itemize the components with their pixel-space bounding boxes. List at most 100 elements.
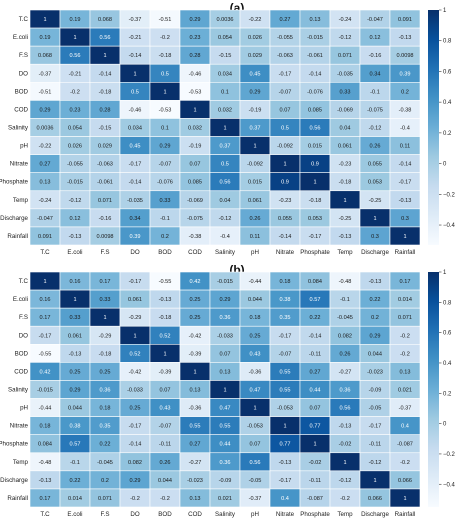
cell-value-label: -0.36 [189,406,202,412]
cell-value-label: -0.035 [337,71,353,77]
cell-value-label: -0.14 [399,162,412,168]
x-tick-label: Temp [337,511,353,518]
cell-value-label: -0.48 [339,279,352,285]
cell-value-label: 0.57 [310,297,321,303]
y-tick-label: F.S [19,314,28,321]
cell-value-label: 0.082 [338,333,352,339]
y-tick-label: Phosphate [0,179,29,186]
cell-value-label: 0.029 [248,53,262,59]
cell-value-label: 0.42 [190,279,201,285]
cell-value-label: 0.19 [40,35,51,41]
cell-value-label: 0.36 [340,388,351,394]
cell-value-label: 1 [133,71,136,77]
cell-value-label: 1 [253,144,256,150]
cell-value-label: -0.15 [219,53,232,59]
y-tick-label: Discharge [0,477,28,484]
y-tick-label: Rainfall [7,495,28,502]
colorbar-tick-label: 0 [443,422,447,428]
cell-value-label: 0.9 [311,162,319,168]
x-tick-label: T.C [40,249,50,256]
cell-value-label: -0.14 [129,53,142,59]
cell-value-label: -0.11 [309,478,321,484]
cell-value-label: -0.17 [279,71,292,77]
cell-value-label: 0.5 [131,89,139,95]
cell-value-label: 0.044 [158,478,172,484]
cell-value-label: 0.26 [250,216,261,222]
cell-value-label: 0.4 [281,496,289,502]
colorbar-tick-label: 0.6 [443,69,452,75]
cell-value-label: 0.015 [308,144,322,150]
cell-value-label: -0.1 [160,216,170,222]
cell-value-label: 0.17 [100,279,111,285]
x-tick-label: COD [188,511,202,518]
cell-value-label: 0.25 [190,315,201,321]
cell-value-label: 0.3 [401,216,409,222]
cell-value-label: 0.18 [100,406,111,412]
cell-value-label: -0.19 [249,107,262,113]
cell-value-label: 0.2 [371,315,379,321]
cell-value-label: 0.0036 [36,126,53,132]
cell-value-label: -0.2 [400,351,410,357]
cell-value-label: 0.13 [310,17,321,23]
x-tick-label: DO [130,249,139,256]
cell-value-label: 0.04 [220,198,231,204]
cell-value-label: 0.053 [368,180,382,186]
cell-value-label: -0.18 [339,180,352,186]
y-tick-label: E.coli [13,296,28,303]
cell-value-label: -0.38 [399,107,412,113]
cell-value-label: -0.12 [339,478,352,484]
cell-value-label: 0.1 [221,89,229,95]
cell-value-label: 0.44 [220,442,231,448]
heatmap-panel-a: (a)1 0.19 0.068 -0.37 -0.51 0.29 0.0036 -0.22 0.… [0,1,456,256]
x-tick-label: DO [130,511,139,518]
cell-value-label: -0.44 [39,406,52,412]
colorbar-tick-label: 0.4 [443,100,452,106]
cell-value-label: 0.044 [368,351,382,357]
cell-value-label: 0.39 [130,234,141,240]
x-tick-label: Salinity [215,249,236,256]
cell-value-label: -0.46 [129,107,142,113]
cell-value-label: 0.055 [368,162,382,168]
cell-value-label: 0.07 [220,351,231,357]
cell-value-label: -0.12 [369,460,382,466]
cell-value-label: -0.015 [37,388,53,394]
cell-value-label: -0.25 [369,198,382,204]
cell-value-label: 0.25 [190,297,201,303]
cell-value-label: -0.12 [69,198,82,204]
cell-value-label: -0.11 [159,442,171,448]
y-tick-label: T.C [19,16,29,23]
cell-value-label: 0.5 [281,126,289,132]
cell-value-label: 0.07 [280,107,291,113]
cell-value-label: 0.16 [70,279,81,285]
cell-value-label: 0.27 [310,369,321,375]
x-tick-label: Rainfall [395,511,416,518]
cell-value-label: 1 [403,496,406,502]
cell-value-label: 0.04 [340,126,351,132]
cell-value-label: -0.44 [249,279,262,285]
y-tick-label: Nitrate [10,161,29,168]
cell-value-label: 0.13 [190,496,201,502]
colorbar-tick-label: −0.4 [443,223,456,229]
x-tick-label: F.S [101,249,110,256]
cell-value-label: -0.045 [97,460,113,466]
cell-value-label: 0.12 [370,35,381,41]
cell-value-label: 1 [283,424,286,430]
cell-value-label: 0.091 [38,234,52,240]
cell-value-label: -0.25 [339,216,352,222]
cell-value-label: -0.14 [99,71,112,77]
cell-value-label: -0.53 [159,107,172,113]
cell-value-label: -0.07 [159,424,172,430]
y-tick-label: Phosphate [0,441,29,448]
cell-value-label: -0.075 [187,216,203,222]
heatmap-panel-b: (b)1 0.16 0.17 -0.17 -0.55 0.42 -0.015 -0.44 0.1… [0,263,456,518]
cell-value-label: 0.55 [220,424,231,430]
cell-value-label: 0.3 [371,234,379,240]
cell-value-label: 0.33 [70,315,81,321]
cell-value-label: 0.56 [70,53,81,59]
cell-value-label: -0.063 [277,53,293,59]
cell-value-label: -0.17 [129,162,142,168]
cell-value-label: -0.069 [337,107,353,113]
cell-value-label: 1 [223,126,226,132]
cell-value-label: 0.026 [248,35,262,41]
